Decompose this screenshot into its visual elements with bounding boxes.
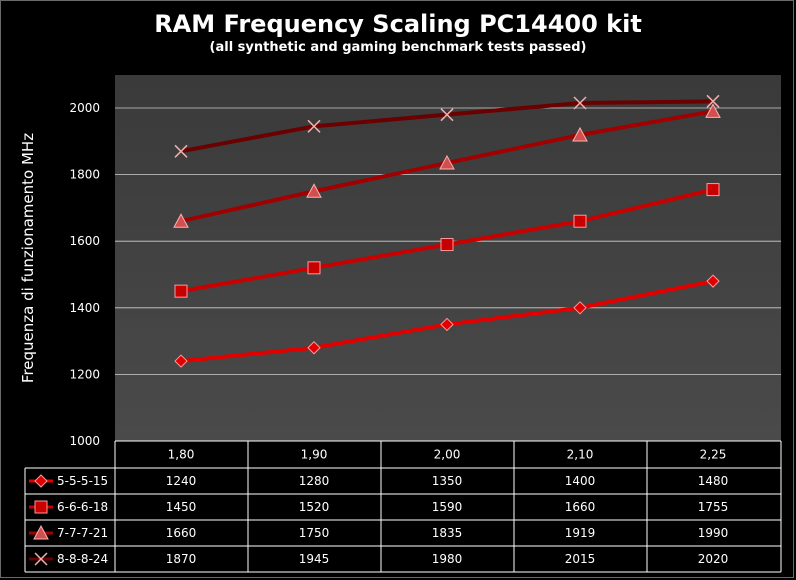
data-point-stroke: [307, 119, 321, 133]
table-cell-value: 1480: [698, 474, 729, 488]
data-point: [174, 144, 188, 158]
x-tick-label: 2,00: [434, 448, 461, 462]
chart-subtitle: (all synthetic and gaming benchmark test…: [209, 40, 587, 55]
x-tick-label: 2,10: [567, 448, 594, 462]
table-cell-value: 1660: [166, 526, 197, 540]
table-cell-value: 1750: [299, 526, 330, 540]
data-point: [573, 301, 587, 315]
data-point: [705, 103, 721, 118]
data-point: [306, 183, 322, 198]
table-cell-value: 1980: [432, 552, 463, 566]
data-point: [439, 154, 455, 170]
y-tick-label: 1200: [69, 367, 100, 381]
data-point: [440, 108, 454, 122]
table-cell-value: 1350: [432, 474, 463, 488]
table-cell-value: 2015: [565, 552, 596, 566]
table-cell-value: 1280: [299, 474, 330, 488]
table-cell-value: 1520: [299, 500, 330, 514]
legend-label: 6-6-6-18: [57, 500, 108, 514]
y-tick-label: 1800: [69, 168, 100, 182]
data-point: [706, 274, 720, 288]
data-point: [706, 94, 720, 108]
data-point: [34, 500, 48, 514]
table-cell-value: 1660: [565, 500, 596, 514]
data-point-stroke: [706, 94, 720, 108]
table-cell-value: 1400: [565, 474, 596, 488]
legend-label: 7-7-7-21: [57, 526, 108, 540]
data-point: [307, 341, 321, 355]
y-tick-label: 1400: [69, 301, 100, 315]
data-point: [440, 317, 454, 332]
y-tick-label: 2000: [69, 101, 100, 115]
y-tick-label: 1600: [69, 234, 100, 248]
data-point: [174, 354, 188, 368]
plot-area: [115, 75, 781, 441]
table-cell-value: 1990: [698, 526, 729, 540]
x-tick-label: 1,80: [168, 448, 195, 462]
legend-label: 8-8-8-24: [57, 552, 108, 566]
data-point: [173, 213, 189, 228]
y-tick-label: 1000: [69, 434, 100, 448]
data-point: [307, 119, 321, 133]
data-point: [34, 552, 48, 566]
data-point: [33, 524, 49, 540]
table-cell-value: 2020: [698, 552, 729, 566]
x-tick-label: 2,25: [700, 448, 727, 462]
chart-title: RAM Frequency Scaling PC14400 kit: [154, 10, 642, 38]
data-point-stroke: [174, 144, 188, 158]
series-lines: [173, 94, 721, 368]
data-point: [706, 183, 720, 197]
table-cell-value: 1919: [565, 526, 596, 540]
table-cell-value: 1870: [166, 552, 197, 566]
table-cell-value: 1945: [299, 552, 330, 566]
table-cell-value: 1450: [166, 500, 197, 514]
data-point: [174, 284, 188, 298]
table-cell-value: 1755: [698, 500, 729, 514]
data-point: [573, 96, 587, 110]
legend-label: 5-5-5-15: [57, 474, 108, 488]
table-cell-value: 1835: [432, 526, 463, 540]
data-point: [440, 238, 454, 252]
data-point-stroke: [34, 552, 48, 566]
data-point: [307, 261, 321, 275]
table-cell-value: 1240: [166, 474, 197, 488]
data-point: [572, 126, 588, 142]
data-table: 1,80 1,90 2,00 2,10 2,25 5-5-5-15 1240 1280 1350…: [24, 440, 782, 573]
data-point: [573, 214, 587, 228]
data-point: [34, 474, 48, 488]
y-ticks: 1000 1200 1400 1600 1800 2000: [69, 101, 100, 448]
table-cell-value: 1590: [432, 500, 463, 514]
data-point-stroke: [573, 96, 587, 110]
x-tick-label: 1,90: [301, 448, 328, 462]
data-point-stroke: [440, 108, 454, 122]
